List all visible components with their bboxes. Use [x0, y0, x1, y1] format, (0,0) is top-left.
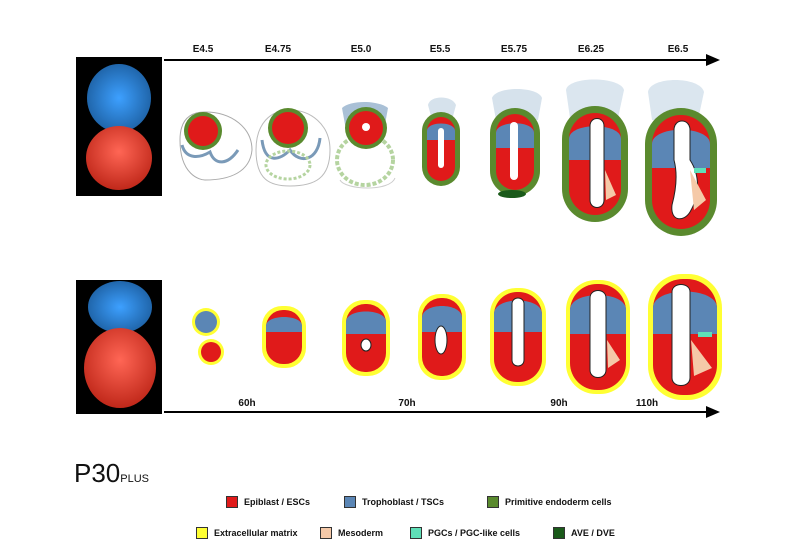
legend-label: AVE / DVE	[571, 528, 615, 538]
embryo-E5.75	[490, 89, 542, 198]
synthetic-embryo-110h	[648, 274, 722, 400]
synthetic-embryo-90h	[490, 288, 546, 386]
time-label-110h: 110h	[635, 398, 659, 409]
synthetic-embryo-100h	[566, 280, 630, 394]
legend-label: PGCs / PGC-like cells	[428, 528, 521, 538]
legend-item-primitive-endoderm: Primitive endoderm cells	[487, 496, 612, 508]
time-label-90h: 90h	[550, 398, 568, 409]
stage-label-E6.25: E6.25	[577, 44, 605, 55]
embryo-E5.5	[422, 97, 460, 186]
brand-logo: P30PLUS	[74, 458, 149, 489]
legend-swatch	[320, 527, 332, 539]
legend-item-epiblast: Epiblast / ESCs	[226, 496, 310, 508]
synthetic-embryo-65h	[262, 306, 306, 368]
time-label-60h: 60h	[238, 398, 256, 409]
legend-swatch	[553, 527, 565, 539]
synthetic-embryo-60h	[192, 308, 224, 365]
legend-item-extracellular-matrix: Extracellular matrix	[196, 527, 298, 539]
legend-item-pgcs: PGCs / PGC-like cells	[410, 527, 520, 539]
embryo-E5.0	[335, 102, 396, 189]
stage-label-E5.0: E5.0	[350, 44, 372, 55]
legend-swatch	[196, 527, 208, 539]
time-label-70h: 70h	[398, 398, 416, 409]
stage-label-E5.75: E5.75	[500, 44, 528, 55]
stage-label-E4.5: E4.5	[192, 44, 214, 55]
stage-label-E6.5: E6.5	[667, 44, 689, 55]
synthetic-embryo-75h	[418, 294, 466, 380]
bottom-timeline-arrow	[164, 406, 720, 418]
top-timeline-arrow	[164, 54, 720, 66]
brand-suffix: PLUS	[120, 473, 150, 485]
legend-item-ave-dve: AVE / DVE	[553, 527, 615, 539]
legend-swatch	[344, 496, 356, 508]
synthetic-embryo-70h	[342, 300, 390, 376]
legend-item-mesoderm: Mesoderm	[320, 527, 383, 539]
legend-label: Mesoderm	[338, 528, 384, 538]
embryo-E6.5	[645, 80, 717, 236]
embryo-E4.75	[255, 108, 331, 187]
legend-label: Trophoblast / TSCs	[362, 497, 445, 507]
microscopy-image-embryo	[76, 57, 162, 196]
legend-swatch	[487, 496, 499, 508]
embryo-E4.5	[179, 111, 253, 181]
legend-label: Primitive endoderm cells	[505, 497, 612, 507]
legend-label: Extracellular matrix	[214, 528, 298, 538]
legend-item-trophoblast: Trophoblast / TSCs	[344, 496, 444, 508]
embryo-E6.25	[562, 79, 628, 222]
stage-label-E4.75: E4.75	[264, 44, 292, 55]
brand-main: P30	[74, 458, 121, 488]
stage-label-E5.5: E5.5	[429, 44, 451, 55]
legend-label: Epiblast / ESCs	[244, 497, 311, 507]
legend-swatch	[226, 496, 238, 508]
microscopy-image-synthetic-embryo	[76, 280, 162, 414]
legend-swatch	[410, 527, 422, 539]
